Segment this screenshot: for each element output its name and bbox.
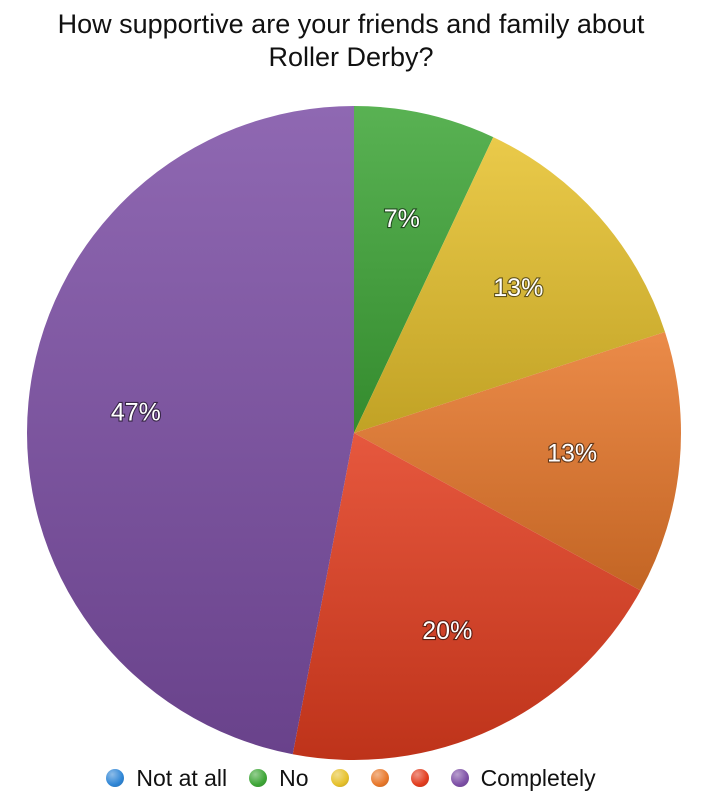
legend-item xyxy=(410,769,429,787)
legend-swatch xyxy=(410,769,429,787)
legend-item xyxy=(330,769,349,787)
legend-swatch xyxy=(330,769,349,787)
pie-slice xyxy=(354,106,494,433)
chart-legend: Not at all No Completely xyxy=(0,762,702,794)
legend-swatch xyxy=(450,769,469,787)
slice-value-label: 13% xyxy=(547,440,597,468)
pie-slice-labels: 7% 13% 13% 20% 47% xyxy=(110,204,598,646)
pie-slice xyxy=(292,433,641,760)
legend-label: Not at all xyxy=(136,764,228,791)
pie-slice xyxy=(354,137,665,433)
legend-item xyxy=(370,769,389,787)
legend-item: Not at all xyxy=(106,765,227,792)
slice-value-label: 13% xyxy=(493,274,543,302)
pie-slices xyxy=(26,106,681,760)
legend-swatch xyxy=(249,769,268,787)
legend-label: No xyxy=(279,764,309,791)
chart-title: How supportive are your friends and fami… xyxy=(57,9,645,72)
slice-value-label: 7% xyxy=(384,205,420,233)
legend-item: No xyxy=(249,764,309,792)
legend-swatch xyxy=(370,769,389,787)
pie-slice xyxy=(354,331,681,591)
slice-value-label: 20% xyxy=(422,617,472,645)
legend-item: Completely xyxy=(450,764,596,792)
slice-value-label: 47% xyxy=(111,398,161,426)
legend-label: Completely xyxy=(480,764,596,791)
legend-swatch xyxy=(106,769,125,787)
pie-slice xyxy=(26,106,354,755)
